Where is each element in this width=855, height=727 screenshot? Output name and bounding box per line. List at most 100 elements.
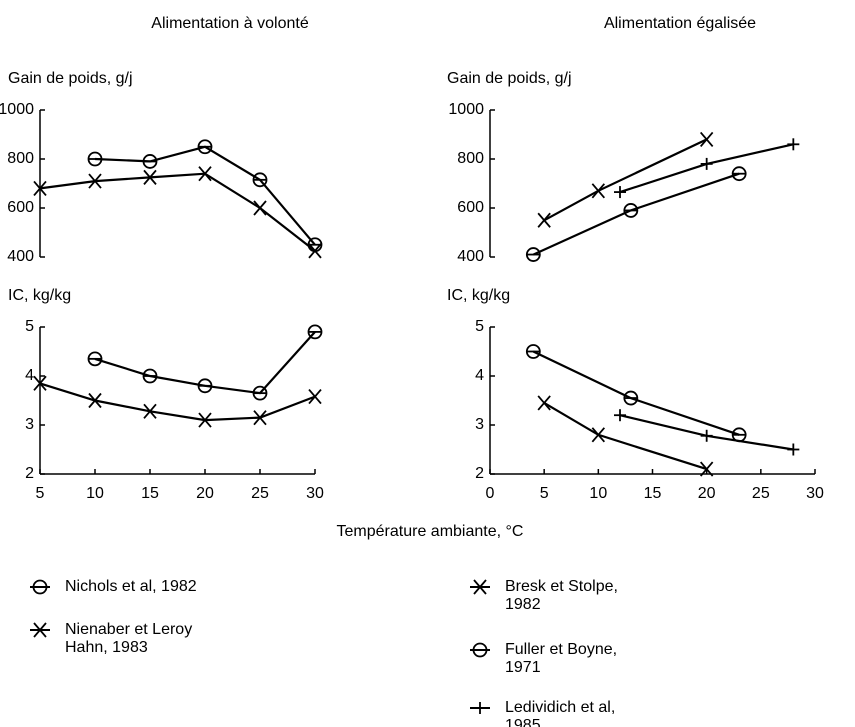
column-title: Alimentation égalisée [604, 15, 756, 32]
marker [700, 429, 713, 442]
marker [32, 579, 48, 595]
legend-label: Nichols et al, 1982 [65, 578, 197, 595]
marker-stroke [143, 169, 157, 185]
marker [88, 173, 102, 189]
marker [525, 344, 541, 359]
marker-stroke [88, 173, 102, 189]
legend-label-line: Fuller et Boyne, [505, 641, 617, 658]
marker [142, 368, 158, 384]
marker [143, 169, 157, 185]
marker [699, 131, 714, 147]
x-tick-label: 30 [306, 485, 324, 502]
legend-label-line: 1985 [505, 717, 541, 727]
y-tick-label: 600 [457, 199, 484, 216]
y-tick-label: 1000 [0, 101, 34, 118]
y-tick-label: 600 [7, 199, 34, 216]
marker-stroke [699, 131, 714, 147]
y-tick-label: 800 [457, 150, 484, 167]
marker [731, 166, 747, 182]
marker [198, 166, 212, 182]
marker-stroke [33, 180, 47, 196]
y-axis-label: Gain de poids, g/j [8, 70, 133, 87]
legend-label-line: Ledividich et al, [505, 699, 615, 716]
y-tick-label: 4 [475, 367, 484, 384]
marker-stroke [537, 395, 551, 411]
column-title: Alimentation à volonté [151, 15, 309, 32]
y-tick-label: 2 [475, 465, 484, 482]
marker-stroke [699, 461, 714, 477]
marker [623, 390, 639, 406]
marker [143, 403, 157, 419]
marker [473, 579, 487, 595]
y-axis-label: Gain de poids, g/j [447, 70, 572, 87]
marker-stroke [473, 579, 487, 595]
marker [197, 139, 213, 155]
marker [87, 351, 103, 367]
marker [591, 183, 606, 199]
y-axis-label: IC, kg/kg [8, 287, 71, 304]
legend-label-line: 1971 [505, 659, 541, 676]
x-tick-label: 10 [589, 485, 607, 502]
marker [87, 151, 103, 167]
legend-label: Nienaber et Leroy Hahn, 1983 [65, 621, 192, 656]
x-axis-label: Température ambiante, °C [337, 523, 524, 540]
series-line [94, 145, 316, 246]
marker [591, 427, 606, 443]
marker [33, 622, 47, 638]
series-line [39, 382, 316, 422]
legend-label: Fuller et Boyne, 1971 [505, 641, 617, 676]
marker [252, 385, 268, 401]
marker [308, 388, 322, 405]
series-line [94, 331, 316, 395]
y-tick-label: 800 [7, 150, 34, 167]
marker [253, 200, 267, 216]
marker [307, 324, 323, 340]
x-tick-label: 0 [486, 485, 495, 502]
marker-stroke [198, 412, 212, 428]
series-line [39, 172, 316, 252]
marker [614, 186, 626, 199]
series-line [543, 401, 708, 471]
y-tick-label: 5 [25, 318, 34, 335]
legend-label: Ledividich et al, 1985 [505, 699, 615, 727]
y-tick-label: 400 [457, 248, 484, 265]
marker-stroke [308, 243, 322, 259]
y-tick-label: 3 [475, 416, 484, 433]
marker [623, 203, 639, 218]
y-tick-label: 3 [25, 416, 34, 433]
legend-label-line: Hahn, 1983 [65, 639, 148, 656]
x-tick-label: 25 [752, 485, 770, 502]
marker [88, 392, 102, 409]
legend-label-line: Nienaber et Leroy [65, 621, 192, 638]
marker [252, 172, 268, 188]
marker [787, 443, 800, 456]
marker [787, 138, 800, 151]
marker [474, 702, 486, 714]
x-tick-label: 20 [196, 485, 214, 502]
x-tick-label: 15 [644, 485, 662, 502]
y-tick-label: 400 [7, 248, 34, 265]
marker [700, 157, 713, 170]
marker [472, 642, 488, 658]
x-tick-label: 20 [698, 485, 716, 502]
marker [33, 180, 47, 196]
y-tick-label: 4 [25, 367, 34, 384]
marker [537, 395, 551, 411]
x-tick-label: 25 [251, 485, 269, 502]
marker-stroke [198, 166, 212, 182]
x-tick-label: 5 [540, 485, 549, 502]
x-tick-label: 5 [36, 485, 45, 502]
marker-stroke [88, 392, 102, 409]
marker [142, 154, 158, 169]
y-tick-label: 5 [475, 318, 484, 335]
x-tick-label: 10 [86, 485, 104, 502]
legend-label-line: Bresk et Stolpe, [505, 578, 618, 595]
x-tick-label: 30 [806, 485, 824, 502]
marker [253, 410, 267, 426]
marker-stroke [308, 388, 322, 405]
y-tick-label: 2 [25, 465, 34, 482]
y-axis-label: IC, kg/kg [447, 287, 510, 304]
y-tick-label: 1000 [448, 101, 484, 118]
x-tick-label: 15 [141, 485, 159, 502]
